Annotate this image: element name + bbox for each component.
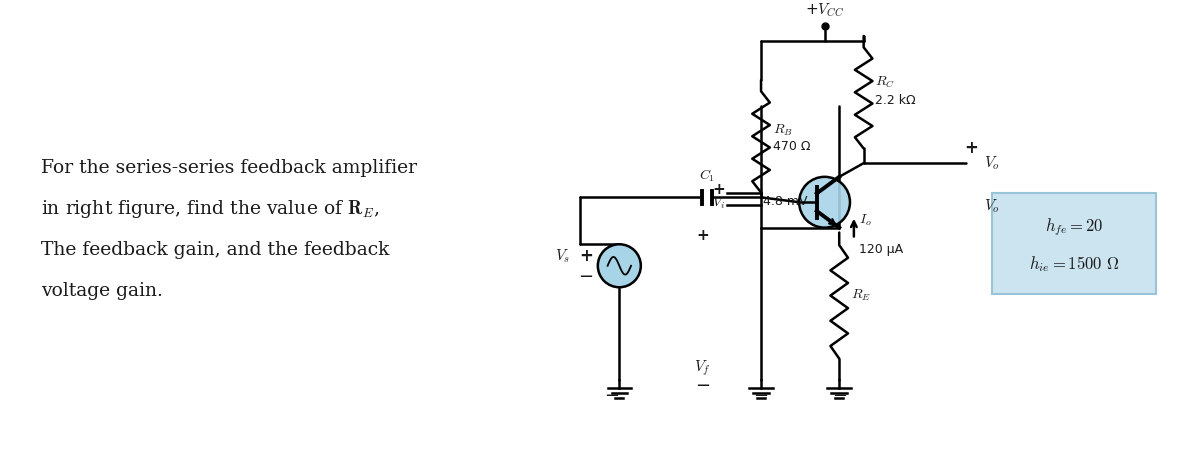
- Text: voltage gain.: voltage gain.: [41, 282, 163, 300]
- Text: $R_B$: $R_B$: [773, 123, 793, 138]
- Text: 470 Ω: 470 Ω: [773, 139, 811, 153]
- FancyBboxPatch shape: [991, 194, 1156, 294]
- Text: $V_s$: $V_s$: [555, 247, 570, 265]
- Text: $I_o$: $I_o$: [859, 213, 872, 228]
- Text: −: −: [695, 377, 710, 395]
- Text: $V_i$: $V_i$: [712, 195, 725, 211]
- Text: +: +: [579, 247, 594, 265]
- Text: +: +: [696, 228, 709, 243]
- Text: $R_C$: $R_C$: [876, 75, 896, 90]
- Text: +$V_{CC}$: +$V_{CC}$: [805, 2, 844, 19]
- Text: The feedback gain, and the feedback: The feedback gain, and the feedback: [41, 241, 389, 259]
- Text: $C_1$: $C_1$: [700, 167, 715, 184]
- Circle shape: [598, 244, 641, 287]
- Circle shape: [799, 177, 850, 227]
- Text: For the series-series feedback amplifier: For the series-series feedback amplifier: [41, 159, 417, 177]
- Text: −: −: [832, 387, 847, 405]
- Text: in right figure, find the value of $\mathbf{R}_{E}$,: in right figure, find the value of $\mat…: [41, 198, 379, 220]
- Text: 120 μA: 120 μA: [859, 244, 903, 256]
- Text: 2.2 kΩ: 2.2 kΩ: [876, 94, 916, 106]
- Text: +: +: [712, 182, 725, 197]
- Text: −: −: [754, 387, 768, 405]
- Text: $V_o$: $V_o$: [984, 197, 999, 215]
- Text: $h_{ie} = 1500\ \Omega$: $h_{ie} = 1500\ \Omega$: [1029, 254, 1119, 274]
- Text: +: +: [964, 139, 978, 157]
- Text: $h_{fe} = 20$: $h_{fe} = 20$: [1044, 216, 1103, 238]
- Text: $V_f$: $V_f$: [694, 358, 710, 378]
- Text: $V_o$: $V_o$: [984, 154, 999, 172]
- Text: 4.8 mV: 4.8 mV: [763, 195, 807, 208]
- Text: −: −: [604, 387, 620, 405]
- Text: $R_E$: $R_E$: [851, 288, 871, 303]
- Text: −: −: [578, 268, 594, 286]
